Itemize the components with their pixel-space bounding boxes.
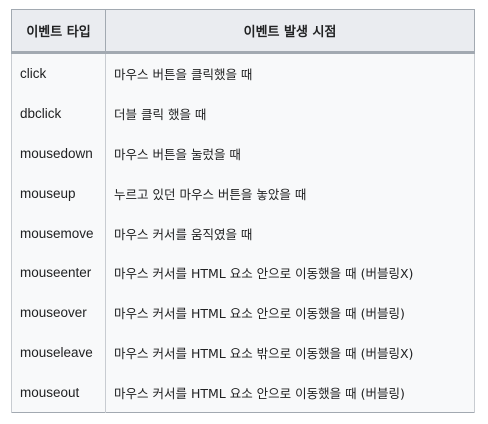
table-header-row: 이벤트 타입 이벤트 발생 시점: [11, 9, 475, 54]
event-description-cell: 더블 클릭 했을 때: [105, 93, 475, 134]
event-name-cell: mouseenter: [11, 252, 106, 293]
table-row: dbclick 더블 클릭 했을 때: [11, 93, 475, 134]
event-description-cell: 마우스 버튼을 눌렀을 때: [105, 133, 475, 174]
event-name-cell: mouseleave: [11, 332, 106, 373]
table-row: mouseup 누르고 있던 마우스 버튼을 놓았을 때: [11, 173, 475, 214]
event-description-cell: 마우스 커서를 움직였을 때: [105, 213, 475, 253]
event-description-cell: 마우스 커서를 HTML 요소 밖으로 이동했을 때 (버블링X): [105, 332, 475, 373]
event-description-cell: 마우스 커서를 HTML 요소 안으로 이동했을 때 (버블링): [105, 372, 475, 413]
event-name-cell: mousemove: [11, 213, 106, 253]
header-event-type: 이벤트 타입: [11, 9, 106, 54]
mouse-event-table: 이벤트 타입 이벤트 발생 시점 click 마우스 버튼을 클릭했을 때 db…: [11, 9, 475, 414]
table-row: mousemove 마우스 커서를 움직였을 때: [11, 213, 475, 253]
event-table-wrapper: 이벤트 타입 이벤트 발생 시점 click 마우스 버튼을 클릭했을 때 db…: [11, 9, 475, 414]
event-name-cell: mouseover: [11, 292, 106, 333]
event-name-cell: mouseout: [11, 372, 106, 413]
event-description-cell: 마우스 커서를 HTML 요소 안으로 이동했을 때 (버블링X): [105, 252, 475, 293]
table-row: mouseleave 마우스 커서를 HTML 요소 밖으로 이동했을 때 (버…: [11, 332, 475, 373]
table-row: mouseover 마우스 커서를 HTML 요소 안으로 이동했을 때 (버블…: [11, 292, 475, 333]
event-name-cell: click: [11, 52, 106, 94]
table-row: mousedown 마우스 버튼을 눌렀을 때: [11, 133, 475, 174]
event-name-cell: mousedown: [11, 133, 106, 174]
event-name-cell: dbclick: [11, 93, 106, 134]
event-description-cell: 마우스 커서를 HTML 요소 안으로 이동했을 때 (버블링): [105, 292, 475, 333]
table-row: click 마우스 버튼을 클릭했을 때: [11, 52, 475, 94]
event-name-cell: mouseup: [11, 173, 106, 214]
header-event-timing: 이벤트 발생 시점: [105, 9, 475, 54]
event-description-cell: 누르고 있던 마우스 버튼을 놓았을 때: [105, 173, 475, 214]
event-description-cell: 마우스 버튼을 클릭했을 때: [105, 52, 475, 94]
table-row: mouseout 마우스 커서를 HTML 요소 안으로 이동했을 때 (버블링…: [11, 372, 475, 413]
table-row: mouseenter 마우스 커서를 HTML 요소 안으로 이동했을 때 (버…: [11, 252, 475, 293]
